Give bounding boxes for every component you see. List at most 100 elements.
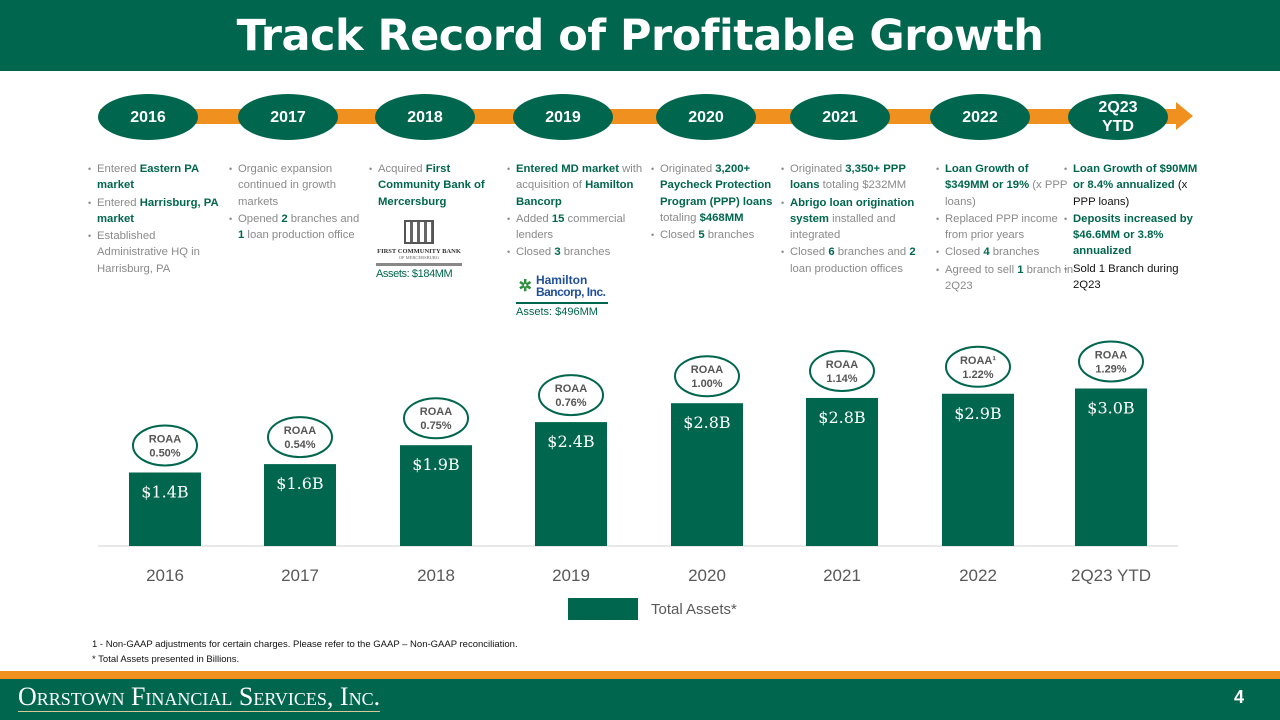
x-tick-label: 2021 [823, 566, 861, 585]
bullet-text: branches [704, 229, 755, 242]
roaa-badge [132, 424, 198, 467]
bullet-text: Entered MD market [516, 163, 619, 175]
bullet-text: Harrisburg, PA market [97, 196, 219, 225]
bullet-text: loan production office [244, 229, 355, 242]
bullet-text: Loan Growth of $90MM or 8.4% annualized [1073, 163, 1198, 192]
bullet-item: Closed 5 branches [651, 227, 789, 244]
bullet-text: Abrigo loan origination system [790, 196, 915, 225]
bullet-text: totaling $232MM [819, 179, 907, 192]
bullet-text: Eastern PA market [97, 163, 199, 192]
logo-divider [376, 263, 462, 266]
roaa-label: ROAA 1.00% [691, 364, 723, 390]
bullet-text: branches and [834, 246, 910, 259]
bullet-text: commercial lenders [516, 212, 626, 242]
bullet-item: Originated 3,350+ PPP loans totaling $23… [781, 161, 919, 194]
bullet-text: installed and integrated [790, 212, 896, 242]
total-assets-chart: $1.4B 2016 ROAA 0.50% $1.6B 2017 ROAA 0.54% $1.9… [98, 340, 1178, 620]
bullet-text: 2 [909, 246, 916, 259]
bullet-text: $468MM [699, 211, 744, 224]
x-tick-label: 2017 [281, 566, 319, 585]
logo-name: Hamilton [535, 273, 588, 287]
logo-assets: Assets: $496MM [516, 306, 598, 318]
legend-label: Total Assets* [651, 601, 737, 618]
bullet-text: 1 [238, 229, 245, 242]
x-tick-label: 2019 [552, 566, 590, 585]
roaa-label: ROAA 1.14% [826, 359, 858, 385]
page-title: Track Record of Profitable Growth [236, 10, 1044, 61]
bullet-text: Closed [660, 229, 699, 242]
footnotes: 1 - Non-GAAP adjustments for certain cha… [92, 637, 518, 667]
roaa-badge [403, 397, 469, 440]
bullet-text: (x PPP loans) [945, 179, 1068, 208]
bullet-item: Closed 3 branches [507, 244, 645, 261]
timeline-details-1: Organic expansion continued in growth ma… [229, 161, 367, 244]
bar-2017 [264, 464, 336, 546]
bullet-text: Loan Growth of $349MM or 19% [945, 163, 1030, 192]
bullet-item: Closed 4 branches [936, 244, 1074, 261]
roaa-badge [538, 374, 604, 417]
x-tick-label: 2022 [959, 566, 997, 585]
timeline-node-4: 2020 [656, 94, 756, 140]
timeline-details-5: Originated 3,350+ PPP loans totaling $23… [781, 161, 919, 278]
hamilton-bancorp-logo: ✲ Hamilton Bancorp, Inc. Assets: $496MM [516, 274, 608, 318]
bullet-text: Entered [97, 163, 140, 175]
bar-2Q23 YTD [1075, 388, 1147, 546]
bullet-text: Hamilton Bancorp [516, 179, 634, 208]
bullet-text: Added [516, 212, 552, 225]
timeline-details-6: Loan Growth of $349MM or 19% (x PPP loan… [936, 161, 1074, 295]
roaa-label: ROAA¹ 1.22% [960, 355, 996, 381]
timeline-line [100, 109, 1178, 124]
data-label: $3.0B [1087, 399, 1134, 418]
bullet-text: (x PPP loans) [1073, 179, 1188, 208]
bullet-item: Abrigo loan origination system installed… [781, 195, 919, 244]
logo-sub: Bancorp, Inc. [535, 285, 606, 299]
bullet-text: Closed [516, 246, 555, 259]
roaa-label: ROAA 1.29% [1095, 350, 1127, 376]
bullet-text: Closed [945, 246, 984, 259]
legend-swatch [568, 598, 638, 620]
bar-2021 [806, 397, 878, 546]
bullet-text: with acquisition of [516, 163, 643, 192]
timeline-node-5: 2021 [790, 94, 890, 140]
bar-2020 [671, 403, 743, 546]
bullet-text: 6 [828, 246, 835, 259]
bullet-text: 4 [983, 246, 990, 259]
bullet-text: 2 [281, 212, 288, 225]
data-label: $1.6B [276, 474, 323, 493]
company-logo: Orrstown Financial Services, Inc. [18, 682, 381, 712]
bullet-item: Established Administrative HQ in Harrisb… [88, 228, 226, 277]
bullet-item: Sold 1 Branch during 2Q23 [1064, 261, 1202, 294]
bullet-item: Added 15 commercial lenders [507, 211, 645, 244]
bullet-text: branch in 2Q23 [945, 263, 1074, 293]
footer: Orrstown Financial Services, Inc. 4 [0, 679, 1280, 720]
data-label: $2.8B [683, 413, 730, 432]
bullet-text: Originated [660, 163, 716, 175]
bullet-text: branches and [287, 212, 360, 225]
bar-2018 [400, 445, 472, 546]
bar-2022 [942, 393, 1014, 546]
timeline-arrow-icon [1176, 102, 1193, 130]
bullet-item: Deposits increased by $46.6MM or 3.8% an… [1064, 211, 1202, 260]
bullet-text: Entered [97, 196, 140, 209]
timeline-node-6: 2022 [930, 94, 1030, 140]
hamilton-star-icon: ✲ [518, 278, 532, 295]
bullet-item: Organic expansion continued in growth ma… [229, 161, 367, 210]
bullet-text: First Community Bank of Mercersburg [378, 163, 485, 208]
bullet-text: 1 [1017, 263, 1024, 276]
timeline-details-4: Originated 3,200+ Paycheck Protection Pr… [651, 161, 789, 244]
x-tick-label: 2Q23 YTD [1071, 566, 1151, 585]
bullet-item: Agreed to sell 1 branch in 2Q23 [936, 262, 1074, 295]
bullet-text: 5 [698, 229, 705, 242]
bar-2019 [535, 422, 607, 546]
bullet-text: 3 [554, 246, 561, 259]
bullet-text: Established Administrative HQ in Harrisb… [97, 230, 200, 275]
bullet-item: Loan Growth of $349MM or 19% (x PPP loan… [936, 161, 1074, 210]
x-tick-label: 2016 [146, 566, 184, 585]
bullet-text: Replaced PPP income from prior years [945, 212, 1058, 242]
bullet-text: Acquired [378, 163, 426, 175]
roaa-badge [267, 416, 333, 459]
bullet-text: Closed [790, 246, 829, 259]
bullet-item: Entered Harrisburg, PA market [88, 195, 226, 228]
data-label: $2.8B [818, 408, 865, 427]
bullet-text: Sold 1 Branch during 2Q23 [1073, 262, 1179, 292]
